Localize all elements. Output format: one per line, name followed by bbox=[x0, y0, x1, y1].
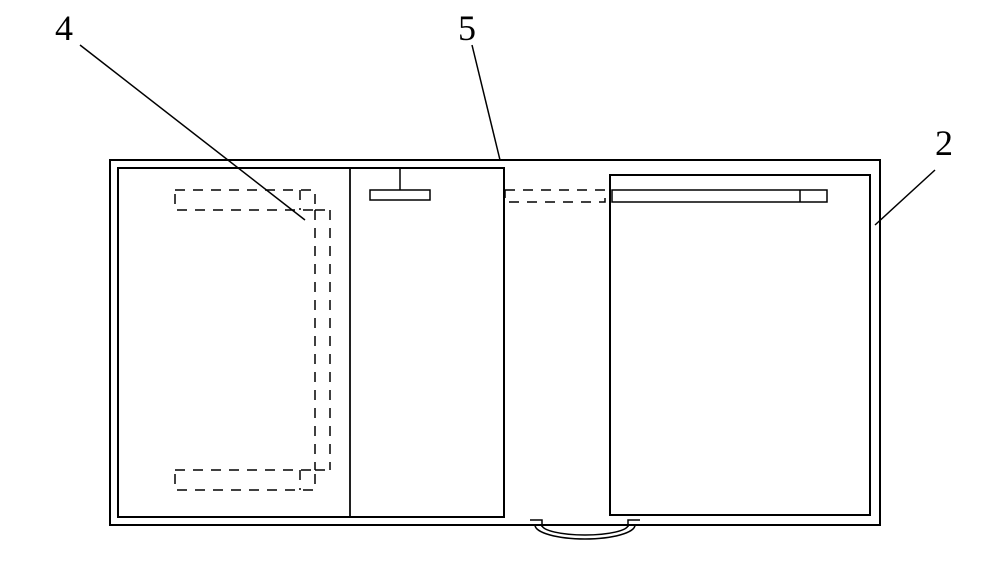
panel-right bbox=[610, 175, 870, 515]
label-2: 2 bbox=[935, 123, 953, 163]
labels: 4 5 2 bbox=[55, 8, 953, 163]
top-middle-bar bbox=[370, 190, 430, 200]
panel-middle-rect bbox=[350, 168, 504, 517]
panel-right-rect bbox=[610, 175, 870, 515]
handle-arc-outer bbox=[535, 525, 635, 539]
panel-middle bbox=[350, 168, 504, 517]
leader-4 bbox=[80, 45, 305, 220]
label-4: 4 bbox=[55, 8, 73, 48]
label-5: 5 bbox=[458, 8, 476, 48]
diagram-canvas: 4 5 2 bbox=[0, 0, 1000, 575]
dashed-bottom-bar bbox=[175, 470, 315, 490]
leaders bbox=[80, 45, 935, 225]
leader-2 bbox=[875, 170, 935, 225]
inner-left-frame bbox=[118, 168, 504, 517]
dashed-top-right-ext bbox=[505, 190, 605, 202]
handle-arc-inner bbox=[542, 525, 628, 535]
outer-frame bbox=[110, 160, 880, 525]
dashed-parts bbox=[175, 190, 605, 490]
inner-left-rect bbox=[118, 168, 504, 517]
top-right-bar bbox=[612, 190, 827, 202]
solid-bars bbox=[370, 168, 827, 202]
outer-rect bbox=[110, 160, 880, 525]
leader-5 bbox=[472, 45, 500, 160]
dashed-top-bar bbox=[175, 190, 315, 210]
handle bbox=[530, 520, 640, 539]
